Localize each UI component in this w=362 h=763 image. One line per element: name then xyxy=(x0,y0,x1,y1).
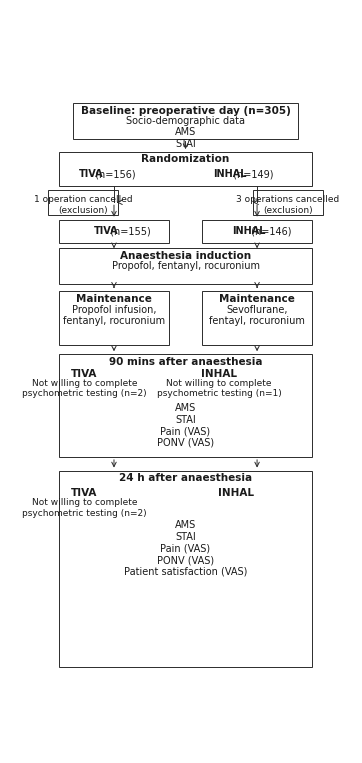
Text: INHAL: INHAL xyxy=(201,369,237,379)
Text: (n=149): (n=149) xyxy=(230,169,273,179)
Text: (n=155): (n=155) xyxy=(108,227,151,237)
Text: (n=146): (n=146) xyxy=(248,227,291,237)
FancyBboxPatch shape xyxy=(253,190,323,215)
FancyBboxPatch shape xyxy=(48,190,118,215)
FancyBboxPatch shape xyxy=(59,249,312,285)
Text: INHAL: INHAL xyxy=(218,488,254,498)
FancyBboxPatch shape xyxy=(59,471,312,668)
FancyBboxPatch shape xyxy=(59,354,312,457)
Text: Not willing to complete
psychometric testing (n=2): Not willing to complete psychometric tes… xyxy=(22,498,147,517)
Text: Propofol infusion,
fentanyl, rocuronium: Propofol infusion, fentanyl, rocuronium xyxy=(63,305,165,327)
FancyBboxPatch shape xyxy=(59,220,169,243)
Text: TIVA: TIVA xyxy=(71,369,98,379)
Text: Anaesthesia induction: Anaesthesia induction xyxy=(120,251,251,261)
Text: Randomization: Randomization xyxy=(142,154,230,164)
Text: 3 operations cancelled
(exclusion): 3 operations cancelled (exclusion) xyxy=(236,195,340,214)
Text: 1 operation cancelled
(exclusion): 1 operation cancelled (exclusion) xyxy=(34,195,132,214)
Text: (n=156): (n=156) xyxy=(92,169,135,179)
Text: Not willing to complete
psychometric testing (n=1): Not willing to complete psychometric tes… xyxy=(157,379,282,398)
Text: Propofol, fentanyl, rocuronium: Propofol, fentanyl, rocuronium xyxy=(111,262,260,272)
Text: 24 h after anaesthesia: 24 h after anaesthesia xyxy=(119,473,252,483)
Text: INHAL: INHAL xyxy=(232,227,265,237)
Text: 90 mins after anaesthesia: 90 mins after anaesthesia xyxy=(109,356,262,366)
FancyBboxPatch shape xyxy=(59,152,312,185)
Text: Baseline: preoperative day (n=305): Baseline: preoperative day (n=305) xyxy=(81,105,290,116)
Text: TIVA: TIVA xyxy=(71,488,98,498)
Text: INHAL: INHAL xyxy=(214,169,247,179)
Text: Maintenance: Maintenance xyxy=(219,294,295,304)
FancyBboxPatch shape xyxy=(202,220,312,243)
Text: Maintenance: Maintenance xyxy=(76,294,152,304)
Text: Socio-demographic data
AMS
STAI: Socio-demographic data AMS STAI xyxy=(126,116,245,149)
FancyBboxPatch shape xyxy=(59,291,169,346)
Text: AMS
STAI
Pain (VAS)
PONV (VAS)
Patient satisfaction (VAS): AMS STAI Pain (VAS) PONV (VAS) Patient s… xyxy=(124,520,247,577)
Text: TIVA: TIVA xyxy=(94,227,119,237)
FancyBboxPatch shape xyxy=(202,291,312,346)
Text: Sevoflurane,
fentayl, rocuronium: Sevoflurane, fentayl, rocuronium xyxy=(209,305,305,327)
Text: Not willing to complete
psychometric testing (n=2): Not willing to complete psychometric tes… xyxy=(22,379,147,398)
FancyBboxPatch shape xyxy=(73,103,298,139)
Text: TIVA: TIVA xyxy=(79,169,104,179)
Text: AMS
STAI
Pain (VAS)
PONV (VAS): AMS STAI Pain (VAS) PONV (VAS) xyxy=(157,403,214,448)
